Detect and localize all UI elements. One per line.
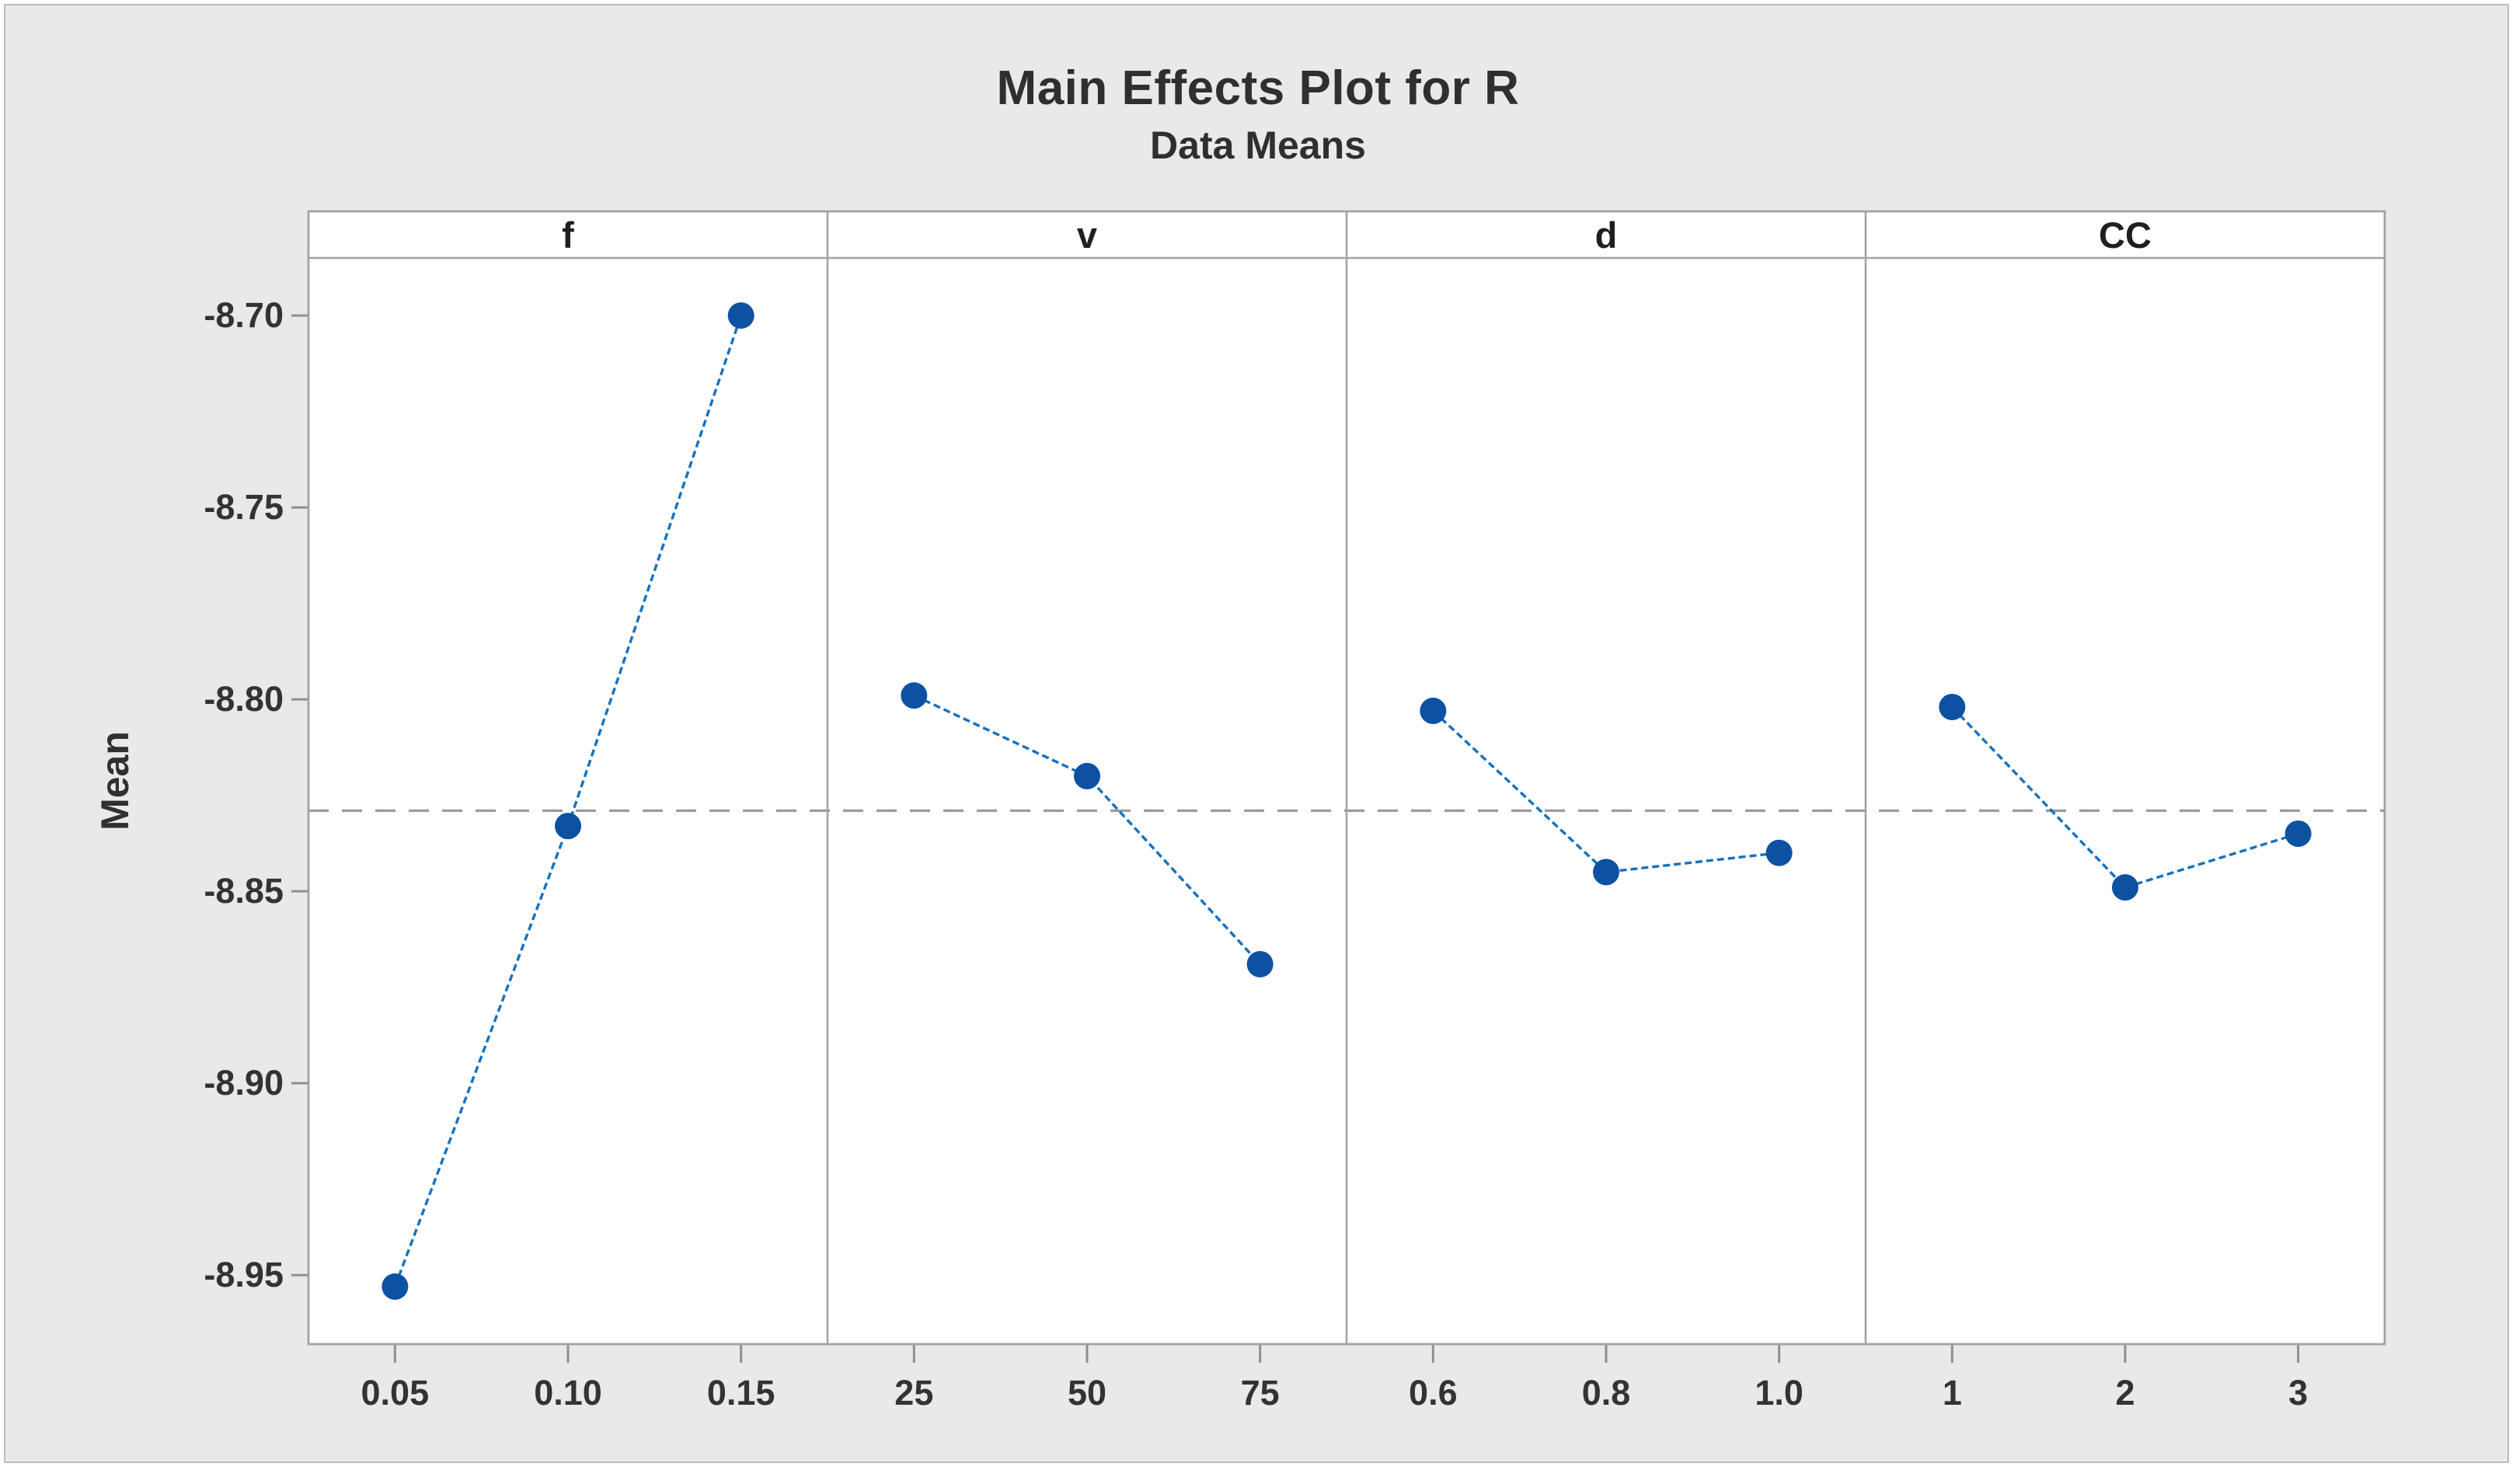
data-point-marker-f-0.05 (382, 1273, 409, 1300)
plot-outer-border (307, 210, 2386, 1346)
y-tick-label--8.90: -8.90 (204, 1063, 284, 1103)
x-tick-label-d-1.0: 1.0 (1755, 1373, 1803, 1413)
series-line-CC (1951, 705, 2299, 890)
panel-header-label-d: d (1595, 214, 1618, 256)
y-tick-label--8.70: -8.70 (204, 295, 284, 335)
x-tick-label-f-0.05: 0.05 (361, 1373, 430, 1413)
x-tick-label-v-25: 25 (894, 1373, 933, 1413)
x-tick-label-d-0.8: 0.8 (1582, 1373, 1631, 1413)
x-tick-label-f-0.15: 0.15 (707, 1373, 775, 1413)
x-tick-label-CC-3: 3 (2288, 1373, 2308, 1413)
y-tick-label--8.85: -8.85 (204, 871, 284, 911)
y-tick-label--8.95: -8.95 (204, 1255, 284, 1294)
x-tick-label-v-75: 75 (1241, 1373, 1280, 1413)
x-tick-label-v-50: 50 (1068, 1373, 1106, 1413)
x-tick-label-f-0.10: 0.10 (534, 1373, 602, 1413)
data-point-marker-CC-2 (2112, 874, 2138, 901)
data-point-marker-d-0.6 (1420, 697, 1447, 724)
chart-subtitle: Data Means (1150, 124, 1366, 167)
chart-title: Main Effects Plot for R (996, 61, 1520, 115)
x-tick-label-d-0.6: 0.6 (1409, 1373, 1458, 1413)
data-point-marker-CC-3 (2284, 820, 2312, 847)
data-point-marker-v-50 (1074, 762, 1100, 789)
data-point-marker-f-0.15 (727, 302, 754, 329)
data-point-marker-v-25 (901, 682, 928, 709)
data-point-marker-d-1.0 (1765, 839, 1793, 866)
x-tick-label-CC-2: 2 (2115, 1373, 2134, 1413)
panel-header-label-f: f (562, 214, 574, 256)
data-point-marker-d-0.8 (1593, 859, 1619, 886)
series-line-d (1432, 709, 1779, 874)
data-point-marker-v-75 (1246, 950, 1274, 977)
y-tick-label--8.75: -8.75 (204, 487, 284, 527)
data-point-marker-f-0.10 (555, 813, 581, 840)
data-point-marker-CC-1 (1939, 693, 1966, 720)
panel-header-label-CC: CC (2099, 214, 2152, 256)
y-tick-label--8.80: -8.80 (204, 679, 284, 719)
panel-header-label-v: v (1077, 214, 1097, 256)
x-tick-label-CC-1: 1 (1943, 1373, 1962, 1413)
